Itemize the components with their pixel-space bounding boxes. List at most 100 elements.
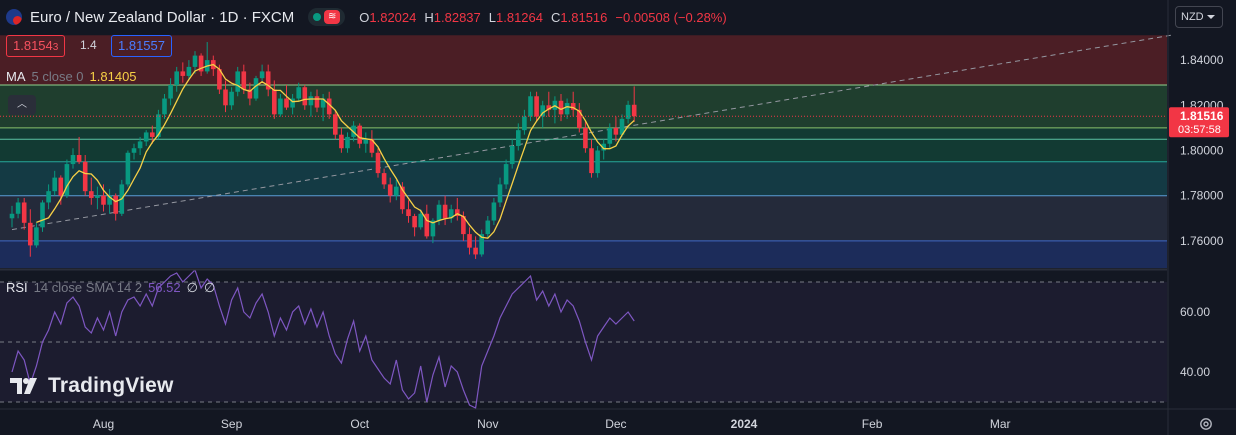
candle[interactable] — [34, 222, 39, 248]
candle[interactable] — [259, 64, 265, 83]
candle[interactable] — [326, 91, 332, 119]
candle[interactable] — [412, 213, 417, 237]
candle[interactable] — [101, 184, 106, 212]
candle[interactable] — [631, 86, 637, 122]
candle[interactable] — [509, 139, 515, 169]
candle[interactable] — [162, 94, 167, 119]
candle[interactable] — [137, 136, 143, 156]
candle[interactable] — [528, 91, 533, 122]
candle[interactable] — [540, 100, 545, 128]
settings-gear-icon[interactable] — [1198, 416, 1214, 432]
candle[interactable] — [485, 216, 491, 239]
candle[interactable] — [253, 75, 259, 101]
candle[interactable] — [131, 143, 137, 160]
candle[interactable] — [314, 89, 320, 113]
candle[interactable] — [64, 159, 70, 198]
candle[interactable] — [595, 145, 600, 178]
candle[interactable] — [174, 66, 179, 92]
candle[interactable] — [28, 209, 33, 257]
candle[interactable] — [223, 80, 228, 113]
candle[interactable] — [76, 136, 82, 165]
candle[interactable] — [70, 148, 76, 169]
candle[interactable] — [125, 150, 131, 187]
candle[interactable] — [619, 114, 625, 137]
candle[interactable] — [229, 87, 234, 110]
candle[interactable] — [82, 155, 88, 196]
candle[interactable] — [168, 78, 173, 106]
candle[interactable] — [284, 84, 289, 110]
buy-button[interactable]: 1.81557 — [111, 35, 172, 57]
candle[interactable] — [357, 123, 362, 149]
candle[interactable] — [418, 209, 423, 230]
symbol-title[interactable]: Euro / New Zealand Dollar · 1D · FXCM — [30, 8, 295, 26]
candle[interactable] — [265, 64, 271, 97]
candle[interactable] — [186, 60, 192, 81]
candle[interactable] — [583, 121, 588, 153]
candle[interactable] — [198, 53, 204, 76]
candle[interactable] — [387, 177, 393, 203]
sell-button[interactable]: 1.81543 — [6, 35, 66, 57]
candle[interactable] — [113, 193, 118, 221]
candle[interactable] — [522, 109, 527, 135]
candle[interactable] — [625, 100, 631, 124]
candle[interactable] — [577, 103, 582, 133]
candle[interactable] — [491, 197, 497, 226]
candle[interactable] — [455, 197, 460, 221]
candle[interactable] — [467, 227, 472, 255]
candle[interactable] — [247, 82, 253, 106]
candle[interactable] — [192, 51, 198, 74]
candle[interactable] — [503, 159, 509, 189]
candle[interactable] — [546, 91, 552, 117]
currency-select[interactable]: NZD — [1175, 6, 1223, 28]
candle[interactable] — [290, 94, 295, 115]
candle[interactable] — [375, 148, 381, 178]
candle[interactable] — [613, 116, 619, 142]
market-status-icon[interactable]: ≋ — [308, 8, 346, 26]
candle[interactable] — [9, 205, 15, 228]
candle[interactable] — [339, 127, 344, 153]
ma-line[interactable] — [36, 63, 635, 239]
candle[interactable] — [406, 200, 411, 223]
candle[interactable] — [589, 139, 594, 178]
candle[interactable] — [302, 84, 308, 110]
candle[interactable] — [296, 82, 301, 101]
candle[interactable] — [534, 91, 539, 122]
candle[interactable] — [272, 80, 277, 119]
candle[interactable] — [479, 229, 484, 257]
candle[interactable] — [442, 195, 448, 226]
candle[interactable] — [448, 204, 454, 223]
rsi-legend[interactable]: RSI 14 close SMA 14 2 56.52 ∅ ∅ — [6, 280, 215, 296]
candle[interactable] — [15, 197, 21, 219]
ma-legend[interactable]: MA 5 close 0 1.81405 — [6, 69, 137, 84]
candle[interactable] — [363, 132, 369, 153]
candle[interactable] — [424, 204, 430, 239]
candle[interactable] — [95, 186, 100, 210]
candle[interactable] — [278, 94, 283, 117]
candle[interactable] — [89, 177, 94, 205]
candle[interactable] — [150, 125, 155, 144]
candle[interactable] — [308, 91, 314, 117]
candle[interactable] — [570, 91, 576, 117]
candle[interactable] — [40, 200, 45, 232]
candle[interactable] — [369, 130, 375, 158]
candle[interactable] — [107, 188, 112, 214]
candle[interactable] — [52, 170, 57, 196]
candle[interactable] — [473, 236, 478, 259]
candle[interactable] — [400, 182, 405, 214]
candle[interactable] — [235, 66, 240, 97]
candle[interactable] — [345, 132, 350, 153]
candle[interactable] — [333, 109, 338, 140]
collapse-legend-button[interactable]: ︿ — [8, 95, 36, 115]
candle[interactable] — [21, 197, 27, 230]
candle[interactable] — [564, 98, 570, 119]
candle[interactable] — [381, 168, 387, 189]
candle[interactable] — [46, 184, 51, 210]
rsi-line[interactable] — [11, 268, 635, 409]
candle[interactable] — [516, 123, 521, 151]
candle[interactable] — [180, 62, 186, 83]
candle[interactable] — [601, 139, 606, 160]
candle[interactable] — [143, 130, 149, 146]
candle[interactable] — [497, 177, 503, 207]
